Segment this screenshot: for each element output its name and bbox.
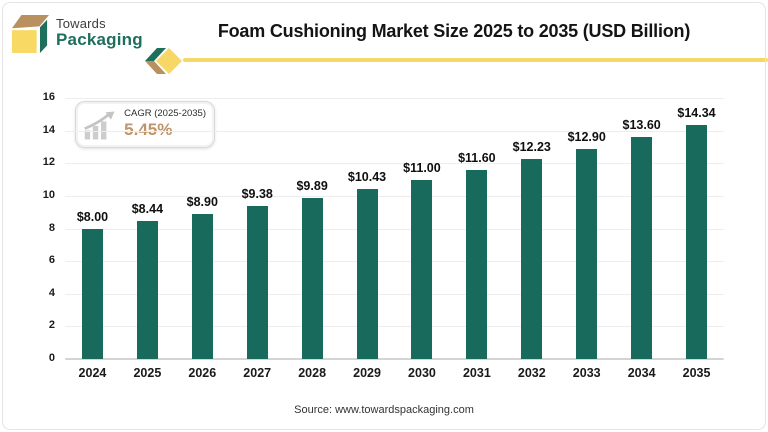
bar-value-label: $12.23 [512,140,551,155]
x-tick-label: 2025 [133,366,162,380]
x-tick-label: 2028 [298,366,327,380]
x-tick-label: 2035 [682,366,711,380]
bar-value-label: $14.34 [677,106,716,121]
y-tick-label: 16 [42,91,55,103]
bar [136,221,158,359]
bar-value-label: $12.90 [567,129,606,144]
growth-bars-arrow-icon [84,110,115,139]
bar [466,169,488,359]
bar [576,148,598,359]
bar [356,188,378,359]
y-tick-label: 0 [48,352,55,364]
bar [81,228,103,359]
bar [521,159,543,359]
x-tick-label: 2026 [188,366,217,380]
x-tick-label: 2029 [353,366,381,380]
gridline [65,130,724,132]
x-tick-label: 2024 [78,366,107,380]
y-tick-label: 12 [42,156,55,169]
bar [301,197,323,359]
page-title: Foam Cushioning Market Size 2025 to 2035… [217,21,691,41]
bar-value-label: $11.00 [403,160,441,175]
bar-value-label: $11.60 [458,150,496,165]
x-tick-label: 2030 [408,366,436,380]
bar [246,205,268,359]
bar-value-label: $9.89 [296,178,328,193]
brand-logo: Towards Packaging [11,11,143,55]
bar-value-label: $8.44 [131,202,164,217]
brand-name-line1: Towards [56,16,106,32]
cagr-value: 5.45% [124,120,173,140]
title-underline [183,58,768,62]
y-tick-label: 8 [48,221,55,234]
gridline [65,98,724,99]
x-tick-label: 2033 [572,366,601,380]
x-tick-label: 2034 [627,366,656,380]
bar-value-label: $8.90 [186,194,218,209]
y-tick-label: 10 [42,188,55,201]
y-tick-label: 4 [48,286,55,299]
gridline [65,163,724,165]
gridline [65,261,724,263]
bar [411,179,433,359]
gridline [65,195,724,197]
brand-cube-icon [11,14,49,53]
bar [631,137,653,359]
bar-value-label: $8.00 [76,209,109,224]
x-tick-label: 2027 [243,366,272,380]
cagr-badge: CAGR (2025-2035) 5.45% [75,101,215,148]
x-tick-label: 2032 [517,366,546,380]
gridline [65,293,724,295]
bar [686,125,708,359]
source-note: Source: www.towardspackaging.com [294,404,474,416]
x-axis-line [65,358,724,360]
gridline [65,228,724,230]
brand-name-line2: Packaging [56,29,143,49]
bar-value-label: $10.43 [347,169,387,184]
bar-value-label: $13.60 [622,118,661,133]
y-tick-label: 6 [48,254,55,267]
gridline [65,326,724,328]
bar-value-label: $9.38 [241,186,273,201]
y-tick-label: 2 [48,319,55,332]
cagr-label: CAGR (2025-2035) [124,108,206,120]
x-tick-label: 2031 [462,366,491,380]
y-tick-label: 14 [42,123,55,136]
bar [191,213,213,359]
diamond-arrow-icon [145,48,182,74]
